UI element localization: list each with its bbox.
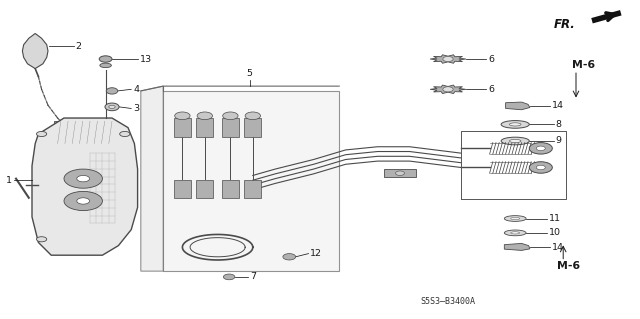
Ellipse shape	[109, 105, 115, 108]
Polygon shape	[48, 153, 118, 228]
Text: FR.: FR.	[554, 18, 576, 31]
Circle shape	[197, 112, 212, 120]
Polygon shape	[222, 180, 239, 198]
Circle shape	[64, 169, 102, 188]
Text: 1: 1	[6, 176, 12, 185]
Text: 8: 8	[556, 120, 561, 129]
Text: 2: 2	[76, 42, 81, 51]
Circle shape	[536, 146, 545, 151]
Text: 11: 11	[549, 214, 561, 223]
Polygon shape	[384, 169, 416, 177]
Ellipse shape	[501, 121, 529, 128]
Text: 5: 5	[246, 69, 253, 78]
Circle shape	[536, 165, 545, 170]
Circle shape	[283, 254, 296, 260]
Ellipse shape	[504, 216, 526, 221]
Circle shape	[529, 143, 552, 154]
Text: S5S3–B3400A: S5S3–B3400A	[420, 297, 476, 306]
Ellipse shape	[504, 230, 526, 236]
Circle shape	[223, 274, 235, 280]
Text: 6: 6	[488, 55, 494, 63]
Polygon shape	[196, 118, 213, 137]
Ellipse shape	[100, 63, 111, 68]
Text: 10: 10	[549, 228, 561, 237]
Polygon shape	[163, 91, 339, 271]
Ellipse shape	[106, 88, 118, 94]
Circle shape	[77, 198, 90, 204]
Polygon shape	[32, 118, 138, 255]
Text: 7: 7	[250, 272, 256, 281]
Circle shape	[77, 175, 90, 182]
Circle shape	[443, 87, 453, 92]
Ellipse shape	[509, 139, 521, 143]
Polygon shape	[506, 102, 530, 110]
Circle shape	[175, 112, 190, 120]
Polygon shape	[22, 33, 48, 69]
Text: 13: 13	[140, 55, 152, 63]
Polygon shape	[141, 86, 163, 271]
Polygon shape	[430, 85, 466, 93]
Polygon shape	[174, 118, 191, 137]
Text: 14: 14	[552, 101, 564, 110]
Polygon shape	[244, 180, 261, 198]
Circle shape	[443, 56, 453, 62]
Circle shape	[529, 162, 552, 173]
Circle shape	[120, 131, 130, 137]
Circle shape	[36, 131, 47, 137]
Ellipse shape	[511, 218, 520, 219]
Text: 4: 4	[133, 85, 139, 94]
Polygon shape	[54, 153, 86, 169]
Ellipse shape	[509, 123, 521, 126]
Polygon shape	[504, 243, 530, 250]
Polygon shape	[54, 207, 86, 223]
Circle shape	[99, 56, 112, 62]
Ellipse shape	[105, 103, 119, 111]
Ellipse shape	[511, 232, 520, 234]
Polygon shape	[174, 180, 191, 198]
Circle shape	[396, 171, 404, 175]
Polygon shape	[430, 55, 466, 63]
Circle shape	[223, 112, 238, 120]
Text: 12: 12	[310, 249, 323, 258]
Circle shape	[245, 112, 260, 120]
Polygon shape	[222, 118, 239, 137]
Text: M-6: M-6	[557, 261, 580, 271]
Polygon shape	[54, 121, 112, 144]
Text: 6: 6	[488, 85, 494, 94]
Circle shape	[36, 237, 47, 242]
Text: 3: 3	[133, 104, 140, 113]
Polygon shape	[244, 118, 261, 137]
Text: 9: 9	[556, 137, 561, 145]
Polygon shape	[196, 180, 213, 198]
Text: 14: 14	[552, 243, 564, 252]
Ellipse shape	[501, 137, 529, 145]
Text: M-6: M-6	[572, 60, 595, 70]
Circle shape	[64, 191, 102, 211]
